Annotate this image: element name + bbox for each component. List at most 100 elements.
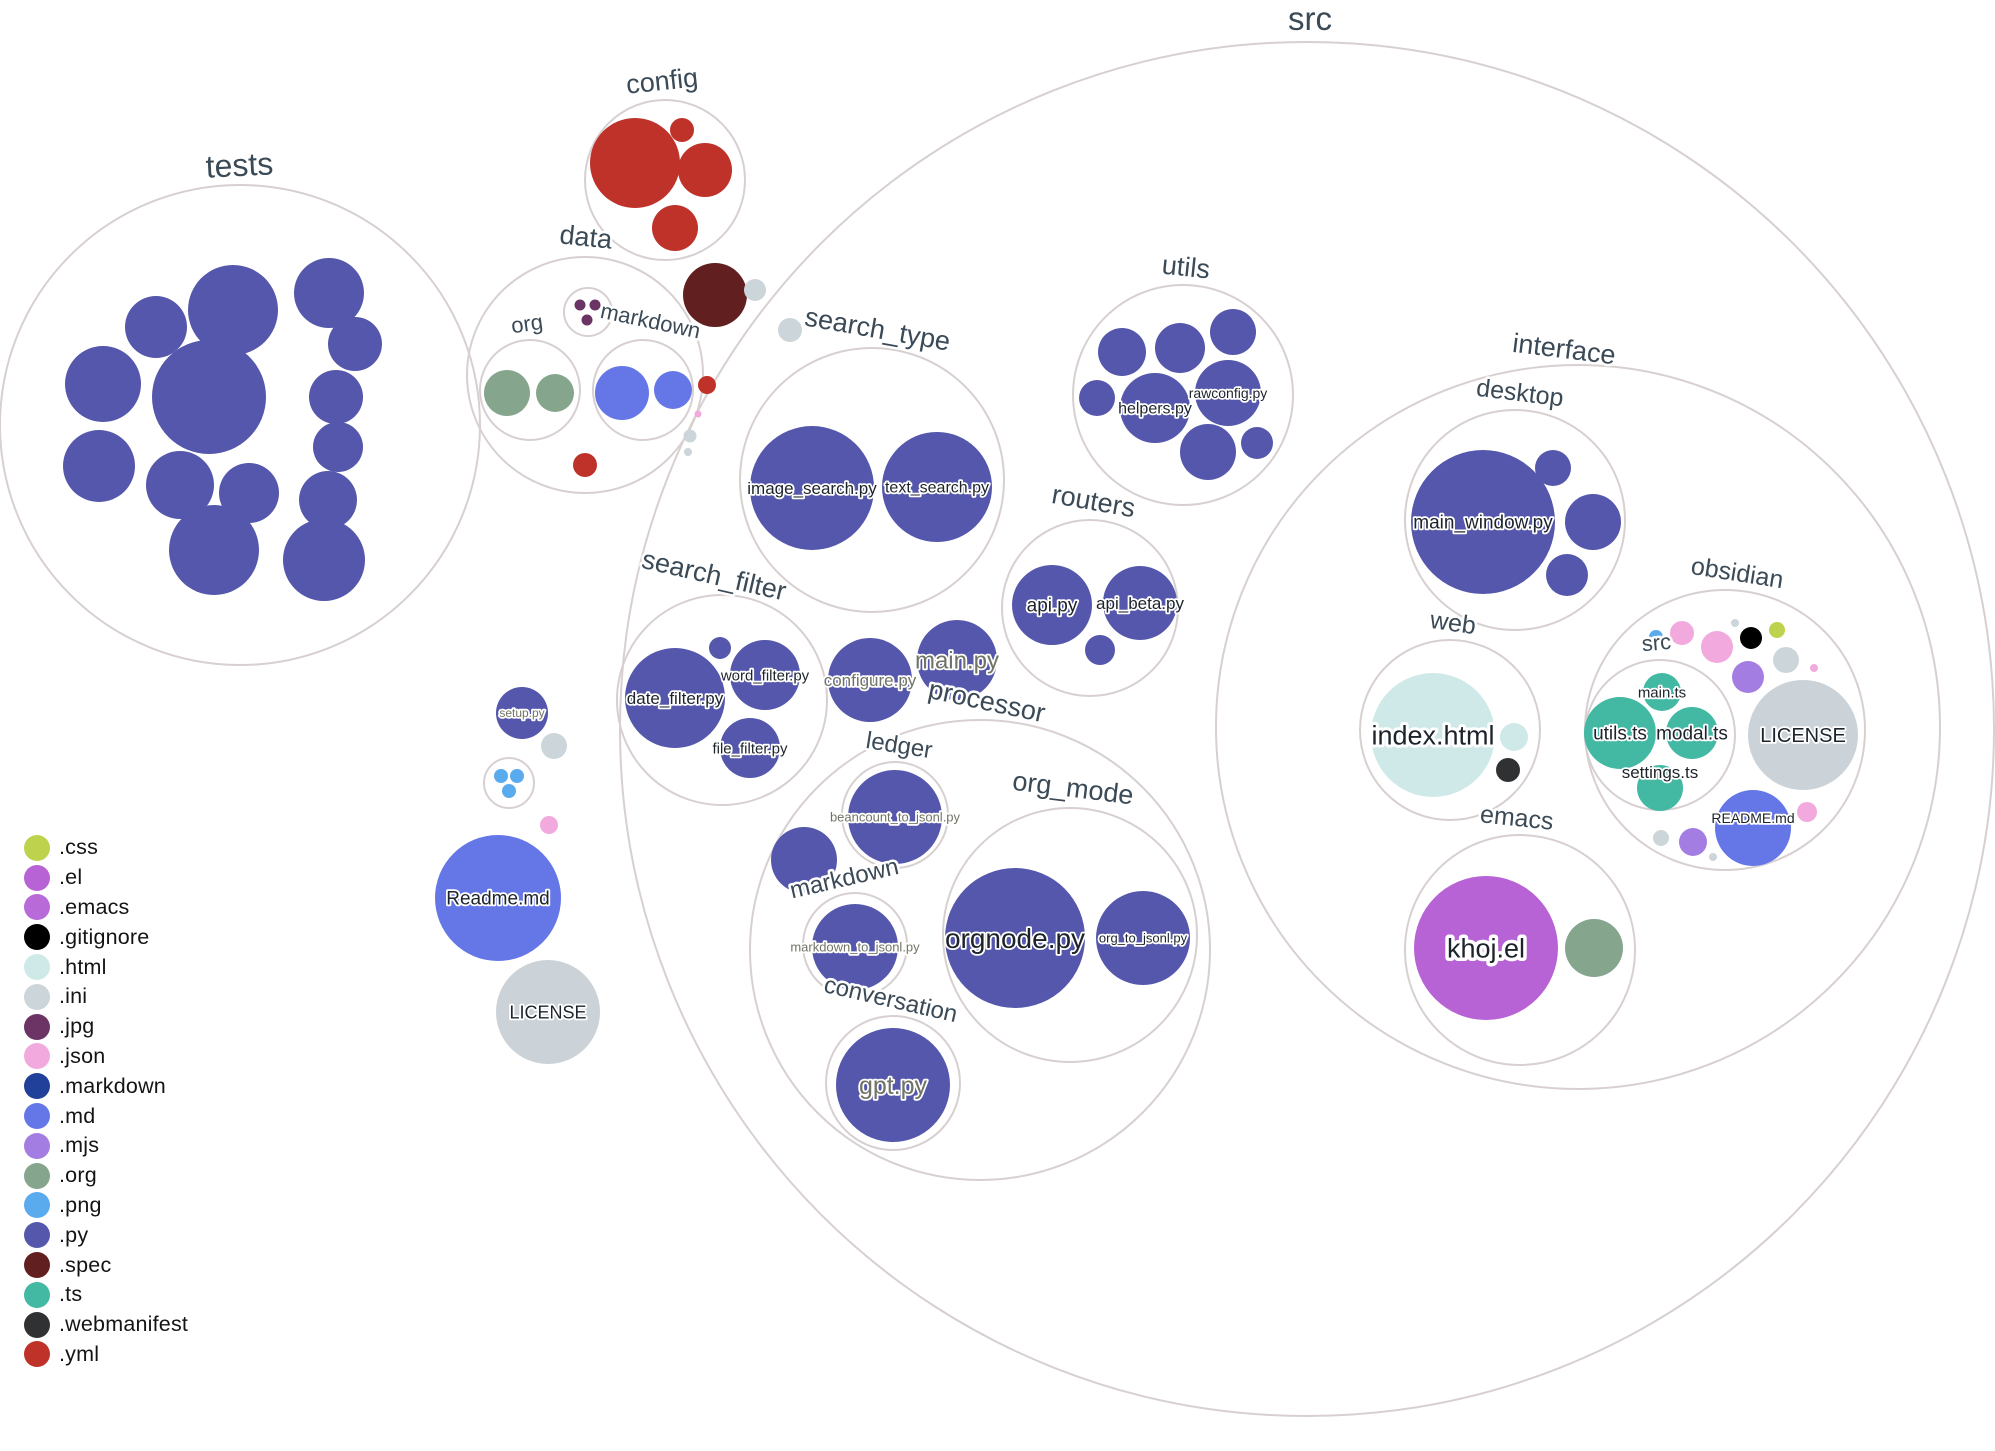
- file-image_search.py-label: image_search.py: [747, 479, 877, 498]
- legend-item-jpg: .jpg: [24, 1012, 188, 1042]
- legend-extension-label: .mjs: [59, 1133, 100, 1158]
- file-image_search.py-circle: [750, 426, 874, 550]
- legend-color-dot: [24, 1132, 50, 1159]
- folder-org-circle: [479, 339, 581, 441]
- file-json-file-circle: [1797, 802, 1817, 822]
- file-modal.ts-label: modal.ts: [1656, 724, 1728, 745]
- folder-config-label: config: [625, 62, 700, 99]
- file-helpers.py-circle: [1120, 373, 1190, 443]
- folder-utils-label: utils: [1160, 250, 1211, 285]
- file-py-file-circle: [313, 422, 363, 472]
- file-index.html-label: index.html: [1371, 720, 1494, 750]
- file-py-file-circle: [283, 519, 365, 601]
- file-json-file-circle: [1701, 631, 1733, 663]
- file-py-file-circle: [309, 370, 363, 424]
- legend-item-spec: .spec: [24, 1250, 188, 1280]
- file-ini-file-circle: [1709, 853, 1717, 861]
- file-png-file-circle: [494, 769, 508, 783]
- file-org_to_jsonl.py-circle: [1096, 891, 1190, 985]
- file-yml-file-circle: [670, 118, 694, 142]
- legend-color-dot: [24, 1281, 50, 1308]
- file-py-file-circle: [1155, 323, 1205, 373]
- file-py-file-circle: [63, 430, 135, 502]
- file-file_filter.py-circle: [720, 718, 780, 778]
- file-py-file-circle: [328, 317, 382, 371]
- file-orgnode.py-label: orgnode.py: [945, 923, 1085, 954]
- file-mjs-file-circle: [1732, 661, 1764, 693]
- file-utils.ts-circle: [1584, 697, 1656, 769]
- legend-color-dot: [24, 894, 50, 921]
- file-yml-file-circle: [678, 143, 732, 197]
- legend-item-py: .py: [24, 1220, 188, 1250]
- legend-color-dot: [24, 1013, 50, 1040]
- file-spec-file-circle: [683, 263, 747, 327]
- file-file_filter.py-label: file_filter.py: [712, 740, 788, 757]
- file-setup.py-label: setup.py: [499, 706, 544, 720]
- folder-unnamed-circle: [483, 757, 535, 809]
- file-py-file-circle: [169, 505, 259, 595]
- file-word_filter.py-label: word_filter.py: [720, 667, 810, 684]
- file-ini-file-circle: [1773, 647, 1799, 673]
- folder-desktop-circle: [1404, 409, 1626, 631]
- legend-extension-label: .css: [59, 835, 99, 860]
- file-date_filter.py-label: date_filter.py: [627, 689, 724, 708]
- file-json-file-circle: [694, 410, 702, 418]
- extension-legend: .css .el .emacs .gitignore .html .ini .jpg .jso…: [24, 833, 188, 1369]
- folder-tests-circle: [0, 184, 481, 666]
- legend-item-yml: .yml: [24, 1340, 188, 1370]
- file-png-file-circle: [502, 784, 516, 798]
- file-rawconfig.py-circle: [1195, 360, 1261, 426]
- file-api_beta.py-circle: [1103, 566, 1177, 640]
- file-jpg-file-circle: [581, 314, 593, 326]
- file-gpt.py-circle: [836, 1028, 950, 1142]
- legend-color-dot: [24, 1222, 50, 1249]
- file-png-file-circle: [1649, 630, 1663, 644]
- legend-item-css: .css: [24, 833, 188, 863]
- file-index.html-circle: [1371, 673, 1495, 797]
- folder-emacs-circle: [1404, 834, 1636, 1066]
- file-setup.py-circle: [496, 687, 548, 739]
- file-ini-file-circle: [684, 448, 692, 456]
- file-yml-file-circle: [652, 205, 698, 251]
- file-LICENSE-circle: [496, 960, 600, 1064]
- file-py-file-circle: [125, 296, 187, 358]
- file-md-file-circle: [654, 371, 692, 409]
- legend-item-json: .json: [24, 1042, 188, 1072]
- file-yml-file-circle: [590, 118, 680, 208]
- file-LICENSE-label: LICENSE: [1760, 725, 1846, 747]
- file-yml-file-circle: [573, 453, 597, 477]
- file-jpg-file-circle: [574, 299, 586, 311]
- folder-interface-label: interface: [1511, 328, 1617, 370]
- file-py-file-circle: [188, 265, 278, 355]
- folder-src-label: src: [1641, 629, 1672, 656]
- file-helpers.py-label: helpers.py: [1118, 401, 1192, 418]
- folder-data-label: data: [558, 219, 614, 254]
- legend-extension-label: .gitignore: [59, 924, 150, 949]
- folder-utils-circle: [1072, 284, 1294, 506]
- legend-extension-label: .jpg: [59, 1014, 95, 1039]
- file-py-file-circle: [299, 471, 357, 529]
- file-gitignore-file-circle: [1740, 627, 1762, 649]
- file-py-file-circle: [1180, 424, 1236, 480]
- folder-conversation-label: conversation: [821, 971, 960, 1028]
- legend-color-dot: [24, 1043, 50, 1070]
- file-beancount_to_jsonl.py-circle: [848, 770, 942, 864]
- legend-item-el: .el: [24, 863, 188, 893]
- file-ini-file-circle: [683, 429, 697, 443]
- file-json-file-circle: [1810, 664, 1818, 672]
- legend-color-dot: [24, 1162, 50, 1189]
- folder-search_type-circle: [739, 347, 1005, 613]
- legend-extension-label: .ini: [59, 984, 88, 1009]
- file-json-file-circle: [1670, 621, 1694, 645]
- legend-item-webmanifest: .webmanifest: [24, 1310, 188, 1340]
- folder-src-circle: [619, 41, 1995, 1417]
- legend-item-mjs: .mjs: [24, 1131, 188, 1161]
- file-png-file-circle: [510, 769, 524, 783]
- file-py-file-circle: [1241, 427, 1273, 459]
- file-text_search.py-circle: [882, 432, 992, 542]
- folder-search_filter-circle: [616, 594, 828, 806]
- legend-extension-label: .el: [59, 865, 83, 890]
- file-py-file-circle: [1546, 554, 1588, 596]
- file-org_to_jsonl.py-label: org_to_jsonl.py: [1099, 931, 1188, 946]
